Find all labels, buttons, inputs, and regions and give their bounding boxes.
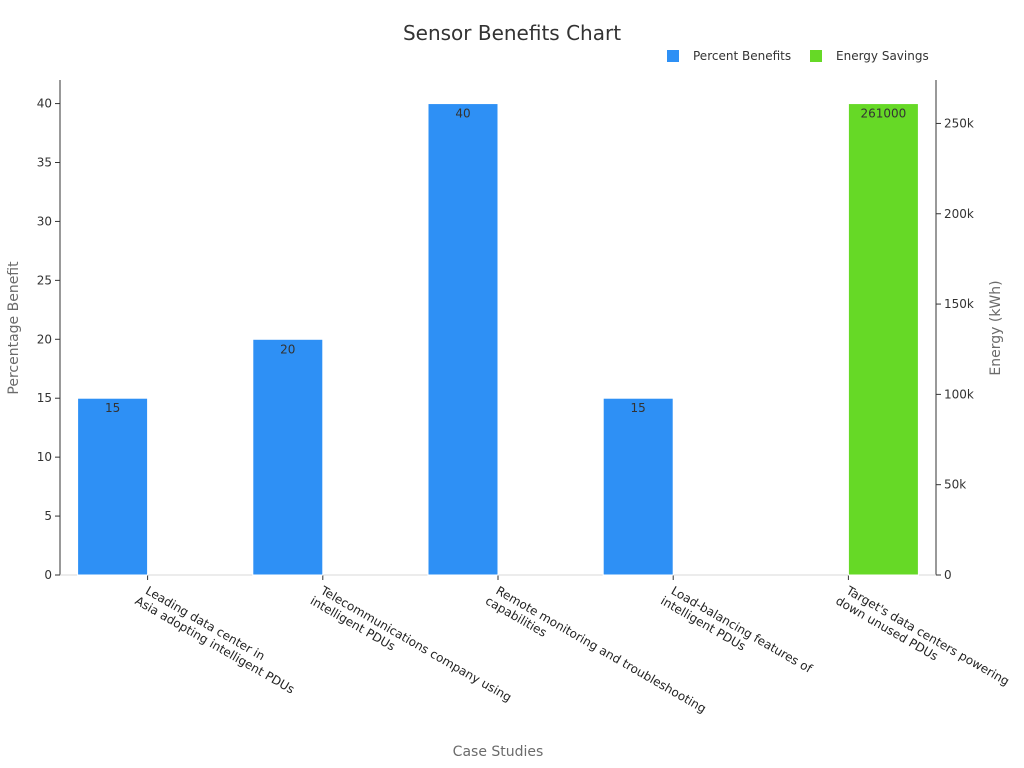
bar-data-label: 261000 [860, 107, 906, 121]
x-category-label-line: Load-balancing features of [669, 583, 816, 676]
legend-label: Percent Benefits [693, 49, 791, 63]
y-tick-label-left: 40 [37, 97, 52, 111]
bar-energy-savings [847, 103, 919, 576]
y-tick-label-right: 50k [944, 478, 966, 492]
legend-swatch [667, 50, 679, 62]
y-axis-title-left: Percentage Benefit [6, 261, 22, 395]
bar-data-label: 40 [455, 107, 470, 121]
x-category-label-line: Asia adopting intelligent PDUs [133, 594, 297, 697]
legend-swatch [810, 50, 822, 62]
bar-percent-benefits [427, 103, 499, 576]
y-tick-label-left: 25 [37, 273, 52, 287]
legend-label: Energy Savings [836, 49, 929, 63]
y-tick-label-left: 10 [37, 450, 52, 464]
x-category-label-line: Target's data centers powering [843, 583, 1012, 688]
bar-percent-benefits [77, 397, 149, 576]
x-category-label-line: Leading data center in [143, 583, 267, 663]
plot-area: 0 5 10 15 20 25 30 35 40 0 50k 100k 150k 200k 250k 15 Le… [37, 80, 1012, 716]
y-tick-label-left: 0 [44, 568, 52, 582]
y-tick-label-left: 5 [44, 509, 52, 523]
y-tick-label-left: 20 [37, 332, 52, 346]
x-axis-title: Case Studies [453, 744, 544, 760]
y-tick-label-right: 200k [944, 207, 974, 221]
y-axis-title-right: Energy (kWh) [988, 280, 1004, 375]
y-tick-label-left: 35 [37, 156, 52, 170]
bar-percent-benefits [602, 397, 674, 576]
chart-title: Sensor Benefits Chart [403, 21, 621, 45]
bar-percent-benefits [252, 338, 324, 576]
legend: Percent Benefits Energy Savings [667, 49, 929, 63]
y-tick-label-left: 30 [37, 214, 52, 228]
y-tick-label-right: 150k [944, 297, 974, 311]
bar-data-label: 20 [280, 342, 295, 356]
x-category-label-line: Telecommunications company using [317, 583, 513, 705]
bar-data-label: 15 [105, 401, 120, 415]
y-tick-label-right: 250k [944, 116, 974, 130]
x-category-label: Telecommunications company usingintellig… [308, 583, 514, 705]
y-tick-label-right: 100k [944, 387, 974, 401]
y-tick-label-left: 15 [37, 391, 52, 405]
y-tick-label-right: 0 [944, 568, 952, 582]
bar-data-label: 15 [631, 401, 646, 415]
